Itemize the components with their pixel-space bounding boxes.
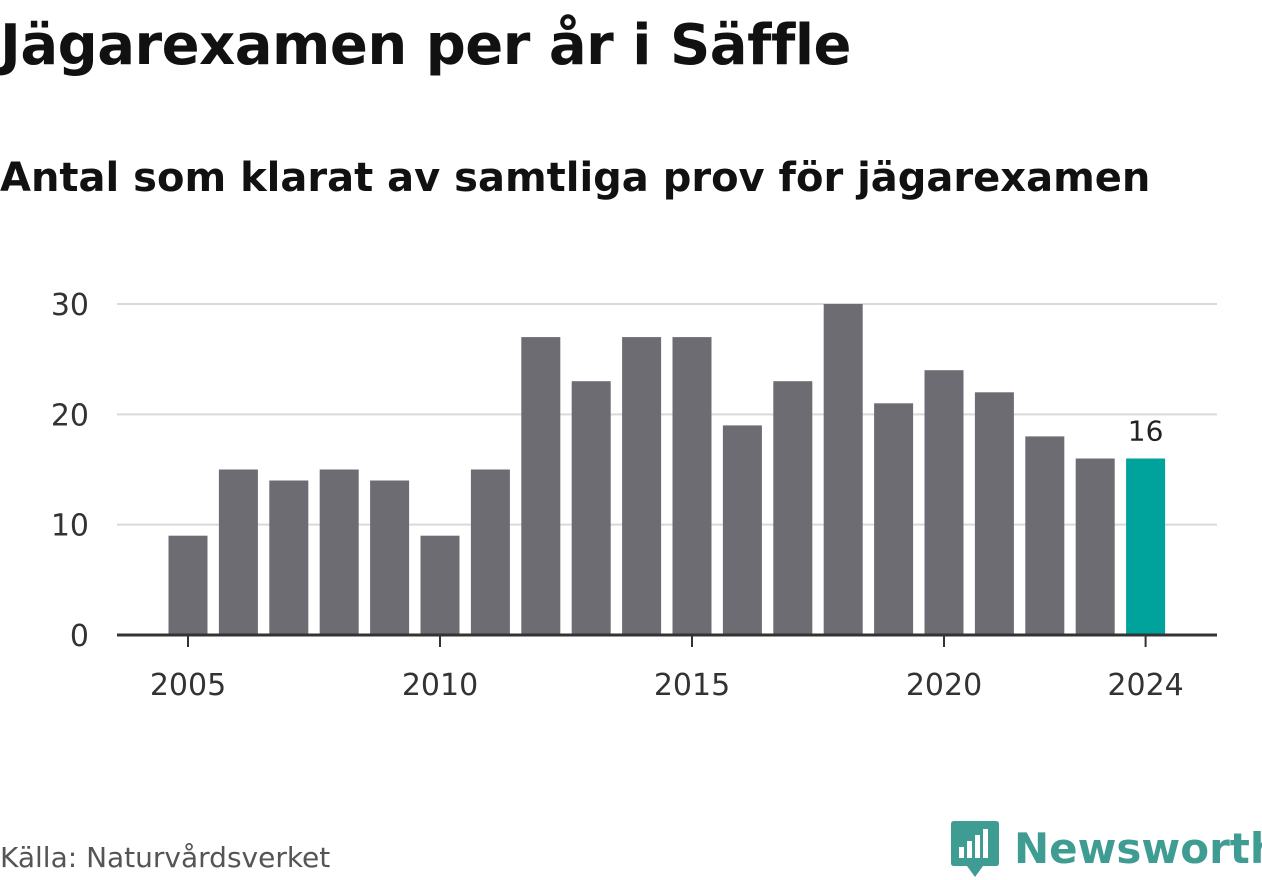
bar-2019 bbox=[874, 403, 914, 635]
x-tick-label-2024: 2024 bbox=[1107, 668, 1183, 703]
y-tick-label-30: 30 bbox=[51, 288, 89, 323]
bar-2010 bbox=[420, 535, 460, 635]
chart-subtitle: Antal som klarat av samtliga prov för jä… bbox=[0, 155, 1151, 201]
source-note: Källa: Naturvårdsverket bbox=[0, 841, 331, 874]
bar-2022 bbox=[1025, 436, 1065, 635]
brand-name: Newsworthy bbox=[1014, 824, 1262, 873]
bar-2011 bbox=[470, 469, 510, 635]
bar-2024 bbox=[1126, 458, 1166, 635]
bar-2017 bbox=[773, 381, 813, 635]
bar-2015 bbox=[672, 337, 712, 635]
bar-2006 bbox=[218, 469, 258, 635]
y-tick-label-0: 0 bbox=[70, 619, 89, 654]
axes bbox=[117, 633, 1217, 647]
bar-2021 bbox=[974, 392, 1014, 635]
bar-2013 bbox=[571, 381, 611, 635]
data-label-2024: 16 bbox=[1128, 414, 1164, 447]
bar-2018 bbox=[823, 304, 863, 635]
bar-2007 bbox=[269, 480, 309, 635]
newsworthy-logo-icon bbox=[951, 821, 999, 877]
bar-2020 bbox=[924, 370, 964, 635]
y-tick-label-10: 10 bbox=[51, 509, 89, 544]
bar-2008 bbox=[319, 469, 359, 635]
y-tick-label-20: 20 bbox=[51, 398, 89, 433]
chart-title: Jägarexamen per år i Säffle bbox=[0, 13, 852, 78]
bar-2005 bbox=[168, 535, 208, 635]
bar-2014 bbox=[622, 337, 662, 635]
bars bbox=[168, 304, 1166, 635]
bar-2016 bbox=[722, 425, 762, 635]
x-tick-label-2010: 2010 bbox=[402, 668, 478, 703]
bar-2009 bbox=[370, 480, 410, 635]
bar-2023 bbox=[1075, 458, 1115, 635]
brand: Newsworthy bbox=[950, 818, 1262, 880]
labels: 0 10 20 30 2005 2010 2015 2020 2024 16 bbox=[51, 288, 1184, 703]
x-tick-label-2015: 2015 bbox=[654, 668, 730, 703]
bar-2012 bbox=[521, 337, 561, 635]
x-tick-label-2005: 2005 bbox=[150, 668, 226, 703]
x-tick-label-2020: 2020 bbox=[906, 668, 982, 703]
